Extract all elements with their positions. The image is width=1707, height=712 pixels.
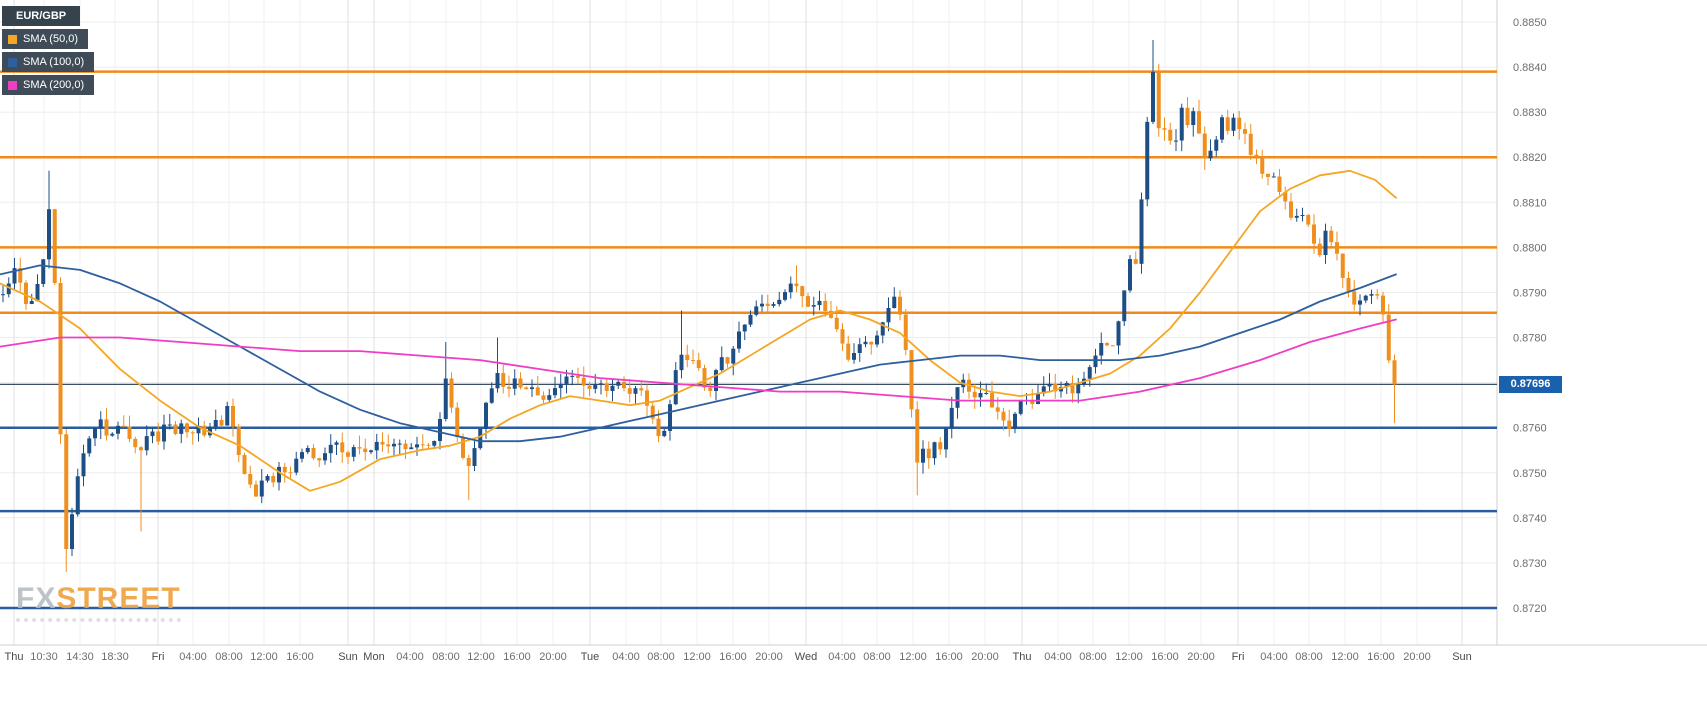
svg-text:04:00: 04:00: [828, 651, 856, 663]
svg-text:12:00: 12:00: [1115, 651, 1143, 663]
fxstreet-logo-fx: FX: [16, 582, 57, 615]
svg-text:12:00: 12:00: [1331, 651, 1359, 663]
svg-text:08:00: 08:00: [215, 651, 243, 663]
svg-text:20:00: 20:00: [755, 651, 783, 663]
sma100-swatch-icon: [8, 57, 17, 67]
svg-text:Wed: Wed: [795, 651, 817, 663]
svg-text:10:30: 10:30: [30, 651, 58, 663]
legend: EUR/GBP SMA (50,0) SMA (100,0) SMA (200,…: [2, 6, 95, 95]
svg-text:0.8730: 0.8730: [1513, 558, 1547, 570]
svg-text:Tue: Tue: [581, 651, 600, 663]
svg-text:Sun: Sun: [338, 651, 358, 663]
svg-text:08:00: 08:00: [432, 651, 460, 663]
svg-text:Thu: Thu: [5, 651, 24, 663]
svg-text:16:00: 16:00: [1151, 651, 1179, 663]
svg-text:16:00: 16:00: [503, 651, 531, 663]
svg-text:20:00: 20:00: [539, 651, 567, 663]
svg-text:14:30: 14:30: [66, 651, 94, 663]
svg-text:04:00: 04:00: [396, 651, 424, 663]
svg-text:0.8820: 0.8820: [1513, 152, 1547, 164]
svg-text:08:00: 08:00: [1295, 651, 1323, 663]
svg-text:04:00: 04:00: [1260, 651, 1288, 663]
legend-sma50[interactable]: SMA (50,0): [2, 29, 89, 49]
svg-text:18:30: 18:30: [101, 651, 129, 663]
svg-text:0.8750: 0.8750: [1513, 468, 1547, 480]
svg-text:0.8780: 0.8780: [1513, 333, 1547, 345]
svg-text:20:00: 20:00: [1403, 651, 1431, 663]
svg-text:20:00: 20:00: [971, 651, 999, 663]
svg-text:08:00: 08:00: [647, 651, 675, 663]
sma200-swatch-icon: [8, 80, 17, 90]
svg-text:Mon: Mon: [363, 651, 384, 663]
symbol-label: EUR/GBP: [16, 10, 67, 22]
fxstreet-logo-street: STREET: [56, 582, 181, 615]
svg-text:16:00: 16:00: [719, 651, 747, 663]
svg-text:0.8800: 0.8800: [1513, 242, 1547, 254]
sma100-label: SMA (100,0): [23, 56, 85, 68]
svg-text:Fri: Fri: [1232, 651, 1245, 663]
svg-text:0.8840: 0.8840: [1513, 62, 1547, 74]
svg-text:0.8720: 0.8720: [1513, 603, 1547, 615]
svg-text:0.8760: 0.8760: [1513, 423, 1547, 435]
svg-text:Sun: Sun: [1452, 651, 1472, 663]
svg-text:0.8790: 0.8790: [1513, 288, 1547, 300]
sma50-label: SMA (50,0): [23, 33, 79, 45]
svg-text:08:00: 08:00: [863, 651, 891, 663]
svg-text:0.8830: 0.8830: [1513, 107, 1547, 119]
legend-sma200[interactable]: SMA (200,0): [2, 75, 95, 95]
svg-text:16:00: 16:00: [935, 651, 963, 663]
svg-text:08:00: 08:00: [1079, 651, 1107, 663]
svg-text:12:00: 12:00: [899, 651, 927, 663]
svg-text:0.8850: 0.8850: [1513, 17, 1547, 29]
legend-symbol[interactable]: EUR/GBP: [2, 6, 81, 26]
svg-text:12:00: 12:00: [250, 651, 278, 663]
svg-text:Thu: Thu: [1013, 651, 1032, 663]
svg-text:04:00: 04:00: [179, 651, 207, 663]
svg-text:0.8810: 0.8810: [1513, 197, 1547, 209]
sma50-swatch-icon: [8, 34, 17, 44]
svg-text:04:00: 04:00: [1044, 651, 1072, 663]
svg-text:12:00: 12:00: [467, 651, 495, 663]
svg-text:04:00: 04:00: [612, 651, 640, 663]
svg-text:0.8740: 0.8740: [1513, 513, 1547, 525]
legend-sma100[interactable]: SMA (100,0): [2, 52, 95, 72]
fxstreet-logo: FXSTREET: [16, 582, 181, 622]
svg-text:16:00: 16:00: [1367, 651, 1395, 663]
svg-text:16:00: 16:00: [286, 651, 314, 663]
svg-text:12:00: 12:00: [683, 651, 711, 663]
svg-text:Fri: Fri: [152, 651, 165, 663]
price-badge: 0.87696: [1499, 375, 1562, 393]
svg-text:20:00: 20:00: [1187, 651, 1215, 663]
sma200-label: SMA (200,0): [23, 79, 85, 91]
